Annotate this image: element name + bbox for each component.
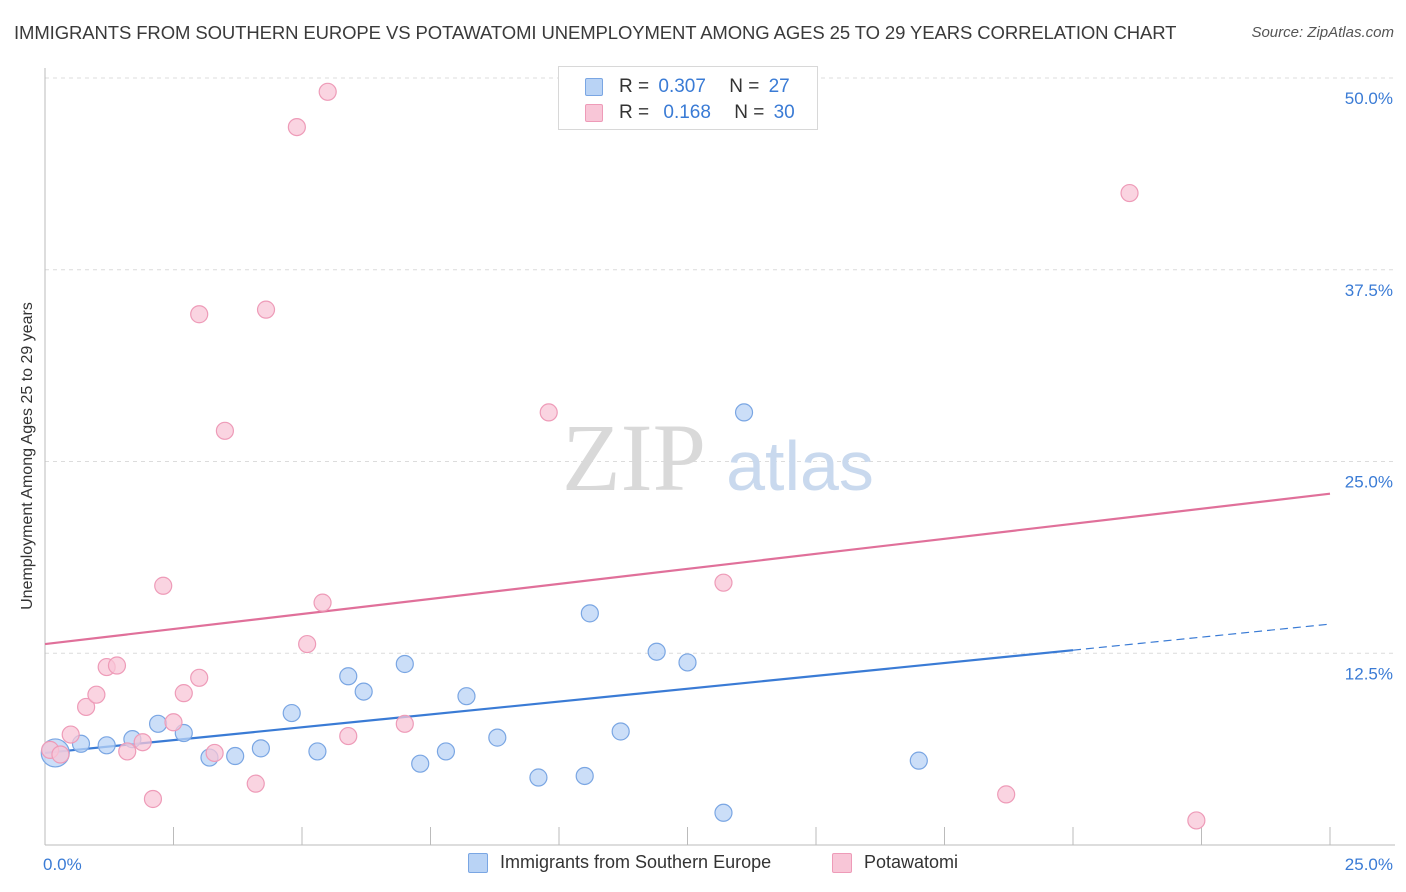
potawatomi-point	[190, 668, 209, 687]
blue-swatch	[585, 78, 603, 96]
potawatomi-point	[246, 774, 265, 793]
potawatomi-point	[174, 684, 193, 703]
legend-r-blue: 0.307	[658, 76, 706, 97]
immigrants-point	[251, 739, 270, 758]
y-tick-label: 50.0%	[1345, 89, 1393, 108]
legend-n-label: N =	[734, 102, 765, 123]
immigrants-trend-extension	[1072, 623, 1331, 651]
immigrants-point	[97, 736, 116, 755]
watermark-atlas: atlas	[726, 427, 874, 505]
tick-labels: 12.5% 25.0% 37.5% 50.0% 0.0% 25.0%	[43, 89, 1393, 874]
potawatomi-point	[287, 117, 306, 137]
immigrants-point	[457, 687, 476, 706]
potawatomi-point	[118, 742, 137, 761]
x-tick-label: 25.0%	[1345, 855, 1393, 874]
potawatomi-point	[77, 697, 96, 717]
immigrants-point	[580, 604, 599, 623]
potawatomi-point	[133, 733, 152, 752]
potawatomi-point	[318, 82, 337, 101]
immigrants-point	[395, 654, 414, 674]
immigrants-point	[148, 714, 168, 733]
potawatomi-point	[143, 789, 163, 809]
potawatomi-point	[339, 726, 358, 746]
potawatomi-point	[1187, 811, 1206, 830]
immigrants-trend-line	[44, 649, 1074, 755]
legend-n-blue: 27	[768, 76, 790, 97]
y-tick-label: 25.0%	[1345, 473, 1393, 492]
immigrants-point	[647, 642, 666, 661]
potawatomi-point	[51, 745, 70, 764]
potawatomi-point	[714, 573, 733, 592]
immigrants-point	[226, 746, 245, 766]
potawatomi-trend-line	[44, 492, 1331, 646]
potawatomi-point	[539, 403, 558, 422]
source-label: Source: ZipAtlas.com	[1251, 24, 1394, 41]
potawatomi-point	[313, 593, 332, 612]
potawatomi-point	[395, 714, 414, 733]
immigrants-point	[436, 742, 456, 761]
watermark-zip: ZIP	[562, 404, 706, 511]
potawatomi-point	[298, 634, 317, 654]
y-tick-label: 12.5%	[1345, 664, 1393, 683]
potawatomi-point	[190, 305, 209, 324]
bottom-legend-label: Potawatomi	[864, 852, 959, 872]
potawatomi-point	[997, 785, 1016, 804]
immigrants-point	[488, 728, 507, 747]
legend-n-label: N =	[729, 76, 760, 97]
immigrants-point	[354, 682, 373, 701]
legend-r-label: R =	[619, 76, 650, 97]
legend-r-label: R =	[619, 102, 650, 123]
pink-swatch	[832, 853, 852, 873]
potawatomi-point	[256, 300, 276, 319]
data-points	[40, 82, 1206, 830]
immigrants-point	[529, 768, 548, 787]
pink-swatch	[585, 104, 603, 122]
legend-n-pink: 30	[773, 102, 795, 123]
immigrants-point	[339, 667, 358, 686]
x-tick-label: 0.0%	[43, 855, 82, 874]
potawatomi-point	[107, 656, 127, 675]
potawatomi-point	[154, 576, 173, 595]
potawatomi-point	[87, 685, 106, 704]
trend-lines	[44, 492, 1331, 755]
potawatomi-point	[61, 725, 80, 744]
legend-r-pink: 0.168	[663, 102, 711, 123]
immigrants-point	[714, 803, 733, 822]
blue-swatch	[468, 853, 488, 873]
potawatomi-point	[215, 421, 234, 440]
immigrants-point	[678, 653, 697, 672]
potawatomi-point	[205, 743, 224, 763]
watermark: ZIP atlas	[562, 404, 874, 511]
correlation-legend: R = 0.307 N = 27 R = 0.168 N = 30	[558, 66, 818, 130]
bottom-legend-label: Immigrants from Southern Europe	[500, 852, 772, 872]
immigrants-point	[611, 722, 630, 741]
potawatomi-point	[164, 713, 183, 732]
immigrants-point	[411, 754, 430, 773]
potawatomi-point	[1120, 183, 1139, 203]
axes	[44, 68, 1395, 846]
immigrants-point	[909, 751, 928, 770]
immigrants-point	[575, 766, 594, 786]
immigrants-point	[282, 703, 301, 723]
chart-title: IMMIGRANTS FROM SOUTHERN EUROPE VS POTAW…	[14, 22, 1177, 43]
immigrants-point	[308, 742, 327, 761]
grid-lines	[45, 77, 1395, 654]
immigrants-point	[734, 403, 754, 422]
y-tick-label: 37.5%	[1345, 281, 1393, 300]
